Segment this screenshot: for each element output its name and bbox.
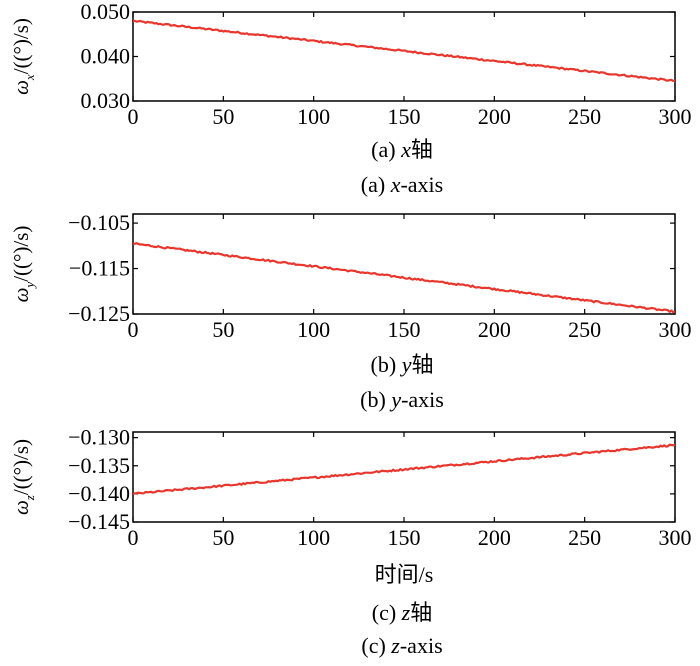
- panel-a-xtick-label: 250: [568, 104, 601, 129]
- panel-a-xtick-label: 150: [388, 104, 421, 129]
- panel-b-caption-en: (b) y-axis: [360, 387, 444, 412]
- panel-a-xtick-label: 300: [659, 104, 692, 129]
- panel-b-xtick-label: 200: [478, 317, 511, 342]
- panel-b-xtick-label: 300: [659, 317, 692, 342]
- panel-c-xtick-label: 300: [659, 525, 692, 550]
- panel-b-series-line: [132, 242, 676, 314]
- panel-a-plot-frame: [132, 11, 676, 102]
- panel-b-xtick-label: 0: [128, 317, 139, 342]
- panel-a-caption-en: (a) x-axis: [361, 172, 443, 197]
- panel-c-ylabel: ωz/((°)/s): [9, 439, 37, 515]
- panel-c-xlabel: 时间/s: [375, 562, 434, 587]
- panel-a-caption-cn: (a) x轴: [371, 137, 433, 162]
- panel-c-series-line: [132, 443, 676, 495]
- panel-c-xtick-label: 50: [212, 525, 234, 550]
- panel-c-caption-en: (c) z-axis: [361, 633, 442, 658]
- panel-a: 0 50 100 150 200 250 300 0.030 0.040 0.050 ωx/((°)…: [9, 0, 692, 197]
- panel-a-series-line: [132, 19, 676, 83]
- panel-b-ytick-label: −0.125: [68, 301, 130, 326]
- panel-a-ytick-label: 0.030: [81, 88, 131, 113]
- panel-c-xtick-label: 250: [568, 525, 601, 550]
- panel-c-ytick-label: −0.135: [68, 453, 130, 478]
- panel-a-ytick-label: 0.040: [81, 44, 131, 69]
- panel-c-plot-frame: [132, 431, 676, 523]
- panel-c-xtick-label: 100: [297, 525, 330, 550]
- panel-b-ylabel: ωy/((°)/s): [9, 226, 37, 303]
- panel-c: 0 50 100 150 200 250 300 −0.145 −0.140 −0.135 −0.1…: [9, 425, 692, 658]
- panel-b-plot-frame: [132, 213, 676, 315]
- panel-c-ytick-label: −0.140: [68, 481, 130, 506]
- panel-c-xtick-label: 150: [388, 525, 421, 550]
- panel-a-xtick-label: 0: [128, 104, 139, 129]
- panel-a-ytick-label: 0.050: [81, 0, 131, 24]
- panel-b-xtick-label: 100: [297, 317, 330, 342]
- panel-b-ytick-label: −0.115: [69, 256, 130, 281]
- panel-a-ylabel: ωx/((°)/s): [9, 18, 37, 95]
- panel-b-caption-cn: (b) y轴: [371, 352, 434, 377]
- panel-c-xtick-label: 0: [128, 525, 139, 550]
- panel-c-ytick-label: −0.130: [68, 425, 130, 450]
- panel-a-xtick-label: 200: [478, 104, 511, 129]
- panel-a-xtick-label: 50: [212, 104, 234, 129]
- panel-c-ytick-label: −0.145: [68, 509, 130, 534]
- panel-b-ytick-label: −0.105: [68, 210, 130, 235]
- panel-b-xtick-label: 150: [388, 317, 421, 342]
- panel-b-xtick-label: 250: [568, 317, 601, 342]
- panel-b: 0 50 100 150 200 250 300 −0.125 −0.115 −0.105 ωy/(…: [9, 210, 692, 412]
- panel-b-xtick-label: 50: [212, 317, 234, 342]
- panel-c-xtick-label: 200: [478, 525, 511, 550]
- panel-a-xtick-label: 100: [297, 104, 330, 129]
- panel-c-caption-cn: (c) z轴: [372, 600, 433, 625]
